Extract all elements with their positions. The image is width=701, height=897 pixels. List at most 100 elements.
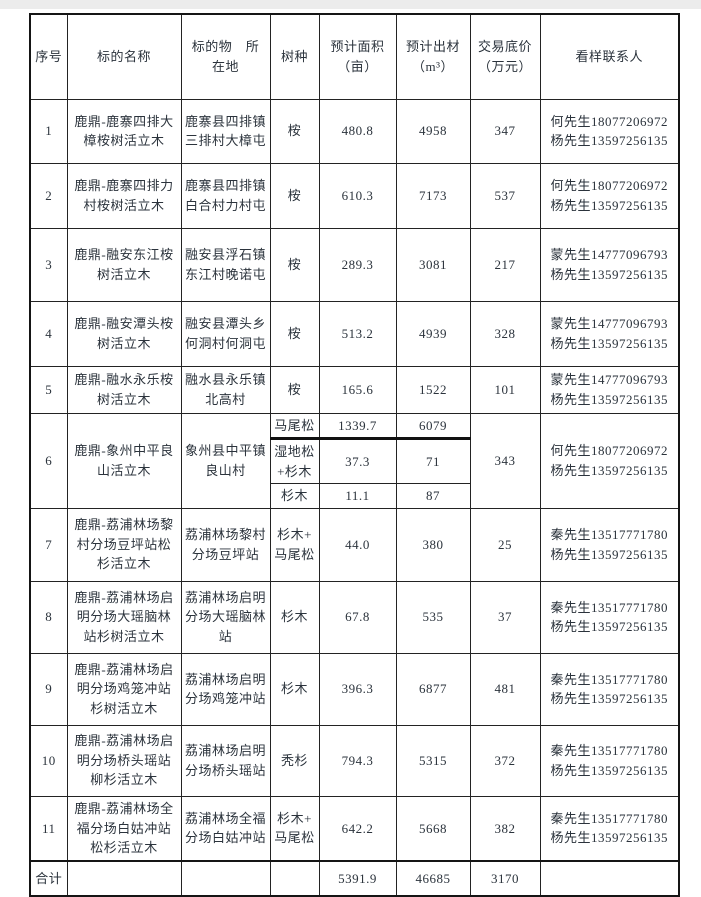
cell-species: 桉 [269,365,320,414]
cell-area: 1339.7 [318,412,397,440]
cell-contact-empty [539,860,680,897]
cell-output: 5668 [395,795,471,862]
cell-output: 3081 [395,227,471,302]
cell-price: 537 [469,162,541,229]
header-species: 树种 [269,13,320,100]
cell-contact: 何先生18077206972 杨先生13597256135 [539,162,680,229]
cell-species: 秃杉 [269,724,320,797]
cell-output: 4958 [395,98,471,164]
cell-output: 87 [395,483,471,509]
cell-price: 37 [469,580,541,654]
table-row: 5 鹿鼎-融水永乐桉树活立木 融水县永乐镇北高村 桉 165.6 1522 10… [29,365,680,414]
table-row: 3 鹿鼎-融安东江桉树活立木 融安县浮石镇东江村晚诺屯 桉 289.3 3081… [29,227,680,302]
cell-contact: 秦先生13517771780 杨先生13597256135 [539,580,680,654]
cell-location: 荔浦林场黎村分场豆坪站 [180,507,271,582]
cell-area: 396.3 [318,652,397,726]
cell-area: 37.3 [318,438,397,484]
cell-output: 1522 [395,365,471,414]
table-row: 7 鹿鼎-荔浦林场黎村分场豆坪站松杉活立木 荔浦林场黎村分场豆坪站 杉木+ 马尾… [29,507,680,582]
table-subrow: 湿地松 +杉木 37.3 71 [30,438,679,484]
cell-species: 桉 [269,98,320,164]
cell-no: 9 [29,652,68,726]
cell-area: 610.3 [318,162,397,229]
cell-location: 鹿寨县四排镇白合村力村屯 [180,162,271,229]
cell-species: 桉 [269,162,320,229]
cell-location: 荔浦林场启明分场鸡笼冲站 [180,652,271,726]
cell-total-price: 3170 [469,860,541,897]
cell-area: 513.2 [318,300,397,367]
cell-area: 44.0 [318,507,397,582]
header-name: 标的名称 [66,13,182,100]
cell-no: 10 [29,724,68,797]
cell-no: 2 [29,162,68,229]
cell-species: 桉 [269,300,320,367]
cell-price: 328 [469,300,541,367]
cell-price: 382 [469,795,541,862]
cell-name: 鹿鼎-荔浦林场黎村分场豆坪站松杉活立木 [66,507,182,582]
cell-location: 鹿寨县四排镇三排村大樟屯 [180,98,271,164]
cell-price: 481 [469,652,541,726]
cell-area: 67.8 [318,580,397,654]
cell-contact: 何先生18077206972 杨先生13597256135 [539,412,680,509]
cell-species: 马尾松 [269,412,320,440]
cell-output: 4939 [395,300,471,367]
cell-name: 鹿鼎-鹿寨四排力村桉树活立木 [66,162,182,229]
cell-output: 535 [395,580,471,654]
header-area: 预计面积 （亩） [318,13,397,100]
cell-price: 372 [469,724,541,797]
table-subrow: 杉木 11.1 87 [30,483,679,509]
cell-total-label: 合计 [29,860,68,897]
table-row: 9 鹿鼎-荔浦林场启明分场鸡笼冲站杉树活立木 荔浦林场启明分场鸡笼冲站 杉木 3… [29,652,680,726]
cell-no: 8 [29,580,68,654]
table-row: 6 鹿鼎-象州中平良山活立木 象州县中平镇良山村 马尾松 1339.7 6079… [29,412,680,509]
header-price: 交易底价 （万元） [469,13,541,100]
cell-price: 217 [469,227,541,302]
cell-contact: 蒙先生14777096793 杨先生13597256135 [539,227,680,302]
cell-species: 桉 [269,227,320,302]
cell-area: 11.1 [318,483,397,509]
cell-output: 6079 [395,412,471,440]
cell-no: 3 [29,227,68,302]
table-row: 2 鹿鼎-鹿寨四排力村桉树活立木 鹿寨县四排镇白合村力村屯 桉 610.3 71… [29,162,680,229]
cell-location: 荔浦林场启明分场桥头瑶站 [180,724,271,797]
cell-no: 7 [29,507,68,582]
cell-contact: 秦先生13517771780 杨先生13597256135 [539,795,680,862]
cell-location: 融水县永乐镇北高村 [180,365,271,414]
cell-area: 794.3 [318,724,397,797]
timber-lots-table: 序号 标的名称 标的物 所 在地 树种 预计面积 （亩） 预计出材 （m³） 交… [29,13,680,897]
cell-name: 鹿鼎-融水永乐桉树活立木 [66,365,182,414]
cell-species: 杉木 [269,652,320,726]
total-row: 合计 5391.9 46685 3170 [29,860,680,897]
cell-output: 71 [395,438,471,484]
cell-output: 7173 [395,162,471,229]
cell-no: 4 [29,300,68,367]
cell-location: 融安县潭头乡何洞村何洞屯 [180,300,271,367]
cell-species: 杉木 [269,580,320,654]
cell-name: 鹿鼎-荔浦林场启明分场桥头瑶站柳杉活立木 [66,724,182,797]
cell-area: 289.3 [318,227,397,302]
cell-name: 鹿鼎-融安东江桉树活立木 [66,227,182,302]
cell-no: 11 [29,795,68,862]
cell-contact: 何先生18077206972 杨先生13597256135 [539,98,680,164]
cell-area: 642.2 [318,795,397,862]
cell-price: 347 [469,98,541,164]
header-no: 序号 [29,13,68,100]
cell-location: 象州县中平镇良山村 [180,412,271,509]
cell-total-output: 46685 [395,860,471,897]
header-row: 序号 标的名称 标的物 所 在地 树种 预计面积 （亩） 预计出材 （m³） 交… [29,13,680,100]
cell-name: 鹿鼎-荔浦林场启明分场鸡笼冲站杉树活立木 [66,652,182,726]
cell-contact: 蒙先生14777096793 杨先生13597256135 [539,300,680,367]
cell-area: 480.8 [318,98,397,164]
table-row: 10 鹿鼎-荔浦林场启明分场桥头瑶站柳杉活立木 荔浦林场启明分场桥头瑶站 秃杉 … [29,724,680,797]
cell-area: 165.6 [318,365,397,414]
cell-species-empty [269,860,320,897]
cell-name: 鹿鼎-融安潭头桉树活立木 [66,300,182,367]
table-row: 11 鹿鼎-荔浦林场全福分场白姑冲站松杉活立木 荔浦林场全福分场白姑冲站 杉木+… [29,795,680,862]
cell-contact: 秦先生13517771780 杨先生13597256135 [539,724,680,797]
cell-location: 融安县浮石镇东江村晚诺屯 [180,227,271,302]
cell-price: 25 [469,507,541,582]
cell-species: 湿地松 +杉木 [269,438,320,484]
cell-contact: 秦先生13517771780 杨先生13597256135 [539,652,680,726]
page-top-strip [0,0,701,9]
header-output: 预计出材 （m³） [395,13,471,100]
